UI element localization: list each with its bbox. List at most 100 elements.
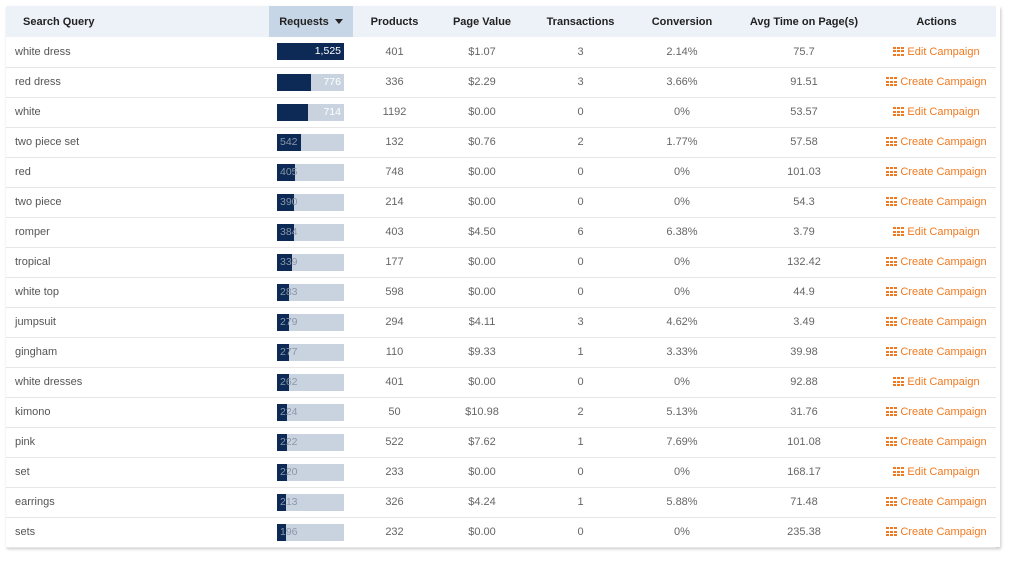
grid-icon — [886, 77, 898, 86]
table-row: set 220 233 $0.00 0 0% 168.17 Edit Campaign — [6, 457, 996, 487]
table-row: two piece set 542 132 $0.76 2 1.77% 57.58 Creat… — [6, 127, 996, 157]
conversion-cell: 0% — [674, 106, 690, 118]
campaign-action-link[interactable]: Create Campaign — [886, 496, 987, 508]
grid-icon — [886, 437, 898, 446]
header-products[interactable]: Products — [353, 6, 436, 37]
requests-cell: 196 — [269, 517, 353, 547]
requests-value: 542 — [280, 135, 298, 148]
campaign-action-link[interactable]: Create Campaign — [886, 316, 987, 328]
table-row: white dresses 262 401 $0.00 0 0% 92.88 Edit Cam… — [6, 367, 996, 397]
requests-cell: 262 — [269, 367, 353, 397]
products-cell: 50 — [388, 406, 401, 418]
campaign-action-link[interactable]: Edit Campaign — [893, 46, 980, 58]
grid-icon — [886, 257, 898, 266]
search-query-cell: red — [15, 166, 31, 178]
search-query-cell: pink — [15, 436, 36, 448]
campaign-action-label: Create Campaign — [900, 436, 987, 448]
requests-cell: 277 — [269, 337, 353, 367]
requests-value: 339 — [280, 255, 298, 268]
requests-value: 196 — [280, 525, 298, 538]
products-cell: 177 — [385, 256, 404, 268]
avg-time-cell: 91.51 — [790, 76, 818, 88]
requests-cell: 224 — [269, 397, 353, 427]
campaign-action-link[interactable]: Create Campaign — [886, 436, 987, 448]
transactions-cell: 3 — [577, 76, 584, 88]
campaign-action-label: Create Campaign — [900, 526, 987, 538]
header-requests[interactable]: Requests — [269, 6, 353, 37]
requests-bar: 714 — [277, 103, 344, 121]
requests-bar: 390 — [277, 193, 344, 211]
header-page-value[interactable]: Page Value — [436, 6, 528, 37]
avg-time-cell: 53.57 — [790, 106, 818, 118]
conversion-cell: 0% — [674, 376, 690, 388]
caret-down-icon — [334, 19, 343, 25]
header-conversion[interactable]: Conversion — [633, 6, 731, 37]
conversion-cell: 0% — [674, 466, 690, 478]
header-avg-time[interactable]: Avg Time on Page(s) — [731, 6, 877, 37]
header-search-query[interactable]: Search Query — [6, 6, 269, 37]
search-query-cell: sets — [15, 526, 36, 538]
table-row: romper 384 403 $4.50 6 6.38% 3.79 Edit Campaign — [6, 217, 996, 247]
requests-bar-fill — [277, 133, 301, 151]
requests-bar-fill — [277, 373, 289, 391]
conversion-cell: 0% — [674, 166, 690, 178]
campaign-action-label: Create Campaign — [900, 136, 987, 148]
conversion-cell: 0% — [674, 286, 690, 298]
table-row: sets 196 232 $0.00 0 0% 235.38 Create Campaign — [6, 517, 996, 547]
campaign-action-link[interactable]: Create Campaign — [886, 196, 987, 208]
products-cell: 110 — [385, 346, 404, 358]
table-row: pink 222 522 $7.62 1 7.69% 101.08 Create Campai… — [6, 427, 996, 457]
search-query-cell: white top — [15, 286, 60, 298]
table-header-row: Search Query Requests Products Page Valu… — [6, 6, 996, 37]
requests-bar: 283 — [277, 283, 344, 301]
table-row: kimono 224 50 $10.98 2 5.13% 31.76 Create Campa… — [6, 397, 996, 427]
conversion-cell: 2.14% — [666, 45, 698, 58]
transactions-cell: 0 — [577, 196, 584, 208]
campaign-action-link[interactable]: Create Campaign — [886, 256, 987, 268]
campaign-action-link[interactable]: Create Campaign — [886, 136, 987, 148]
campaign-action-link[interactable]: Edit Campaign — [893, 376, 980, 388]
table-row: white 714 1192 $0.00 0 0% 53.57 Edit Campaign — [6, 97, 996, 127]
products-cell: 233 — [385, 466, 404, 478]
conversion-cell: 5.13% — [666, 406, 698, 418]
avg-time-cell: 101.03 — [787, 166, 821, 178]
transactions-cell: 3 — [577, 316, 584, 328]
page-value-cell: $7.62 — [468, 436, 496, 448]
campaign-action-link[interactable]: Create Campaign — [886, 346, 987, 358]
campaign-action-link[interactable]: Create Campaign — [886, 406, 987, 418]
grid-icon — [886, 197, 898, 206]
campaign-action-link[interactable]: Edit Campaign — [893, 106, 980, 118]
grid-icon — [893, 377, 905, 386]
grid-icon — [886, 167, 898, 176]
header-transactions[interactable]: Transactions — [528, 6, 633, 37]
table-row: tropical 339 177 $0.00 0 0% 132.42 Create Campa… — [6, 247, 996, 277]
campaign-action-link[interactable]: Create Campaign — [886, 526, 987, 538]
campaign-action-link[interactable]: Create Campaign — [886, 286, 987, 298]
search-query-cell: earrings — [15, 496, 55, 508]
actions-cell: Create Campaign — [877, 127, 996, 157]
campaign-action-link[interactable]: Create Campaign — [886, 76, 987, 88]
campaign-action-label: Create Campaign — [900, 346, 987, 358]
campaign-action-link[interactable]: Edit Campaign — [893, 466, 980, 478]
page-value-cell: $4.50 — [468, 226, 496, 238]
actions-cell: Create Campaign — [877, 67, 996, 97]
products-cell: 326 — [385, 496, 404, 508]
requests-cell: 222 — [269, 427, 353, 457]
transactions-cell: 2 — [577, 406, 584, 418]
requests-bar-fill — [277, 283, 290, 301]
campaign-action-link[interactable]: Edit Campaign — [893, 226, 980, 238]
transactions-cell: 0 — [577, 286, 584, 298]
actions-cell: Edit Campaign — [877, 37, 996, 67]
requests-value: 390 — [280, 195, 298, 208]
campaign-action-link[interactable]: Create Campaign — [886, 166, 987, 178]
page-value-cell: $0.00 — [468, 166, 496, 178]
conversion-cell: 7.69% — [666, 436, 698, 448]
search-query-cell: jumpsuit — [15, 316, 56, 328]
requests-bar: 279 — [277, 313, 344, 331]
requests-bar: 220 — [277, 463, 344, 481]
page-value-cell: $0.00 — [468, 376, 496, 388]
actions-cell: Create Campaign — [877, 157, 996, 187]
campaign-action-label: Create Campaign — [900, 196, 987, 208]
search-query-cell: white dress — [15, 45, 71, 58]
actions-cell: Create Campaign — [877, 397, 996, 427]
